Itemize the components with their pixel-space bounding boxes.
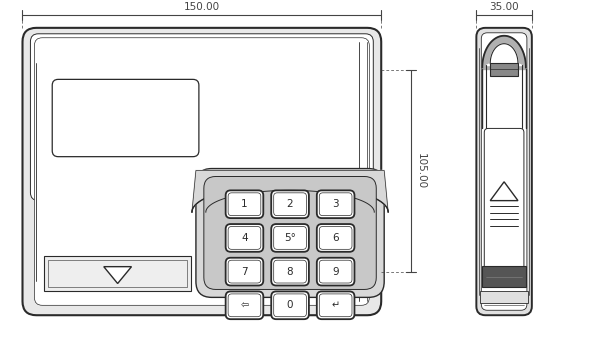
- Polygon shape: [490, 182, 518, 201]
- Text: 1: 1: [241, 199, 248, 209]
- FancyBboxPatch shape: [228, 226, 261, 249]
- FancyBboxPatch shape: [274, 226, 307, 249]
- FancyBboxPatch shape: [481, 33, 527, 310]
- Text: 150.00: 150.00: [184, 2, 220, 12]
- Text: 7: 7: [241, 266, 248, 277]
- FancyBboxPatch shape: [226, 258, 263, 285]
- FancyBboxPatch shape: [271, 292, 309, 319]
- FancyBboxPatch shape: [271, 258, 309, 285]
- Text: 105.00: 105.00: [416, 153, 426, 189]
- FancyBboxPatch shape: [319, 226, 352, 249]
- FancyBboxPatch shape: [271, 191, 309, 218]
- Text: 9: 9: [332, 266, 339, 277]
- Text: 4: 4: [241, 233, 248, 243]
- FancyBboxPatch shape: [226, 224, 263, 252]
- Polygon shape: [482, 36, 526, 69]
- Bar: [49, 260, 187, 287]
- FancyBboxPatch shape: [484, 128, 524, 278]
- FancyBboxPatch shape: [319, 260, 352, 283]
- Text: ↵: ↵: [332, 300, 340, 310]
- Text: 3: 3: [332, 199, 339, 209]
- FancyBboxPatch shape: [477, 28, 532, 315]
- Polygon shape: [192, 171, 388, 212]
- FancyBboxPatch shape: [52, 79, 199, 157]
- Bar: [482, 266, 526, 287]
- FancyBboxPatch shape: [196, 168, 384, 297]
- Text: 0: 0: [287, 300, 293, 310]
- FancyBboxPatch shape: [317, 292, 355, 319]
- Bar: [490, 62, 518, 76]
- FancyBboxPatch shape: [204, 177, 377, 290]
- FancyBboxPatch shape: [228, 260, 261, 283]
- Text: 8: 8: [287, 266, 294, 277]
- FancyBboxPatch shape: [317, 258, 355, 285]
- FancyBboxPatch shape: [226, 191, 263, 218]
- Text: ⇦: ⇦: [240, 300, 249, 310]
- FancyBboxPatch shape: [274, 193, 307, 216]
- FancyBboxPatch shape: [317, 224, 355, 252]
- Text: 35.00: 35.00: [489, 2, 519, 12]
- FancyBboxPatch shape: [228, 294, 261, 317]
- Text: 5°: 5°: [284, 233, 296, 243]
- FancyBboxPatch shape: [34, 38, 369, 305]
- FancyBboxPatch shape: [228, 193, 261, 216]
- FancyBboxPatch shape: [22, 28, 381, 315]
- FancyBboxPatch shape: [317, 191, 355, 218]
- Text: 6: 6: [332, 233, 339, 243]
- FancyBboxPatch shape: [274, 294, 307, 317]
- FancyBboxPatch shape: [319, 193, 352, 216]
- Polygon shape: [104, 267, 131, 283]
- FancyBboxPatch shape: [274, 260, 307, 283]
- FancyBboxPatch shape: [30, 34, 374, 200]
- Bar: [480, 292, 528, 303]
- FancyBboxPatch shape: [319, 294, 352, 317]
- FancyBboxPatch shape: [226, 292, 263, 319]
- FancyBboxPatch shape: [271, 224, 309, 252]
- Polygon shape: [486, 44, 522, 65]
- Text: 2: 2: [287, 199, 294, 209]
- Bar: [44, 256, 191, 292]
